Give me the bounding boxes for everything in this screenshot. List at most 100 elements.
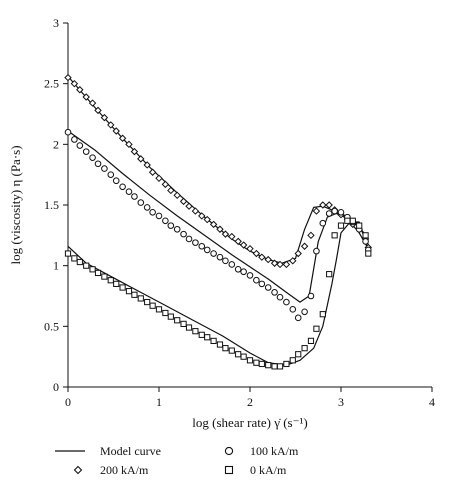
- diamond-marker: [246, 244, 254, 253]
- circle-marker: [228, 261, 236, 268]
- diamond-marker: [70, 79, 79, 88]
- legend-100-label: 100 kA/m: [250, 444, 299, 458]
- circle-marker: [82, 148, 90, 155]
- circle-marker: [301, 308, 308, 316]
- square-marker: [131, 291, 138, 298]
- circle-marker: [131, 193, 138, 200]
- square-marker: [313, 325, 320, 332]
- circle-marker: [276, 293, 284, 301]
- y-tick-label: 2: [53, 137, 59, 151]
- square-marker: [144, 298, 151, 306]
- square-marker: [253, 359, 260, 366]
- diamond-marker: [216, 225, 224, 233]
- legend: Model curve 100 kA/m 200 kA/m 0 kA/m: [55, 444, 299, 477]
- circle-marker: [337, 208, 345, 216]
- legend-200-label: 200 kA/m: [100, 463, 149, 477]
- circle-marker: [246, 272, 254, 279]
- circle-marker: [101, 165, 108, 172]
- circle-marker: [143, 204, 151, 211]
- square-marker: [301, 345, 308, 352]
- model-curve-200-ka-m: [67, 76, 369, 264]
- circle-marker: [167, 222, 175, 229]
- square-marker: [365, 250, 372, 257]
- square-marker: [155, 306, 163, 313]
- square-marker: [265, 362, 272, 369]
- square-marker: [180, 320, 187, 328]
- square-marker: [283, 360, 290, 368]
- square-marker: [344, 217, 351, 224]
- diamond-marker: [252, 249, 261, 258]
- diamond-marker: [198, 212, 206, 220]
- x-ticks: 0 1 2 3 4: [65, 387, 435, 409]
- circle-marker: [185, 235, 193, 243]
- x-tick-label: 3: [338, 395, 344, 409]
- diamond-marker: [155, 174, 163, 183]
- circle-marker: [137, 199, 145, 206]
- diamond-marker: [221, 230, 230, 238]
- square-marker: [192, 328, 199, 335]
- square-marker: [125, 288, 133, 295]
- square-marker: [276, 363, 284, 370]
- diamond-marker: [148, 168, 157, 176]
- circle-marker: [283, 298, 290, 306]
- circle-marker: [125, 188, 133, 195]
- square-marker: [222, 345, 229, 352]
- square-marker: [246, 357, 254, 364]
- circle-marker: [289, 306, 297, 313]
- square-marker: [83, 262, 90, 269]
- square-marker: [235, 351, 242, 358]
- square-marker: [319, 311, 326, 318]
- diamond-marker: [76, 86, 84, 94]
- series-0-ka-m: [64, 217, 372, 370]
- diamond-marker: [82, 93, 90, 101]
- diamond-marker: [185, 202, 193, 210]
- data-markers: [64, 73, 373, 370]
- circle-marker: [325, 210, 333, 217]
- diamond-marker: [112, 127, 120, 135]
- x-tick-label: 0: [65, 395, 71, 409]
- diamond-marker: [276, 260, 284, 269]
- diamond-marker: [234, 237, 242, 246]
- x-tick-label: 4: [429, 395, 435, 409]
- circle-marker: [94, 160, 102, 168]
- circle-marker: [180, 230, 187, 238]
- square-marker: [101, 273, 108, 280]
- square-marker: [307, 337, 315, 344]
- diamond-marker: [239, 241, 248, 249]
- square-marker: [210, 337, 217, 344]
- diamond-marker: [64, 73, 72, 82]
- square-marker: [76, 258, 83, 266]
- diamond-marker: [258, 253, 266, 261]
- diamond-marker: [173, 191, 181, 200]
- y-axis-label: log (viscosity) η (Pa·s): [8, 145, 23, 264]
- circle-marker: [222, 257, 229, 265]
- diamond-marker: [312, 207, 321, 215]
- circle-marker: [173, 225, 181, 233]
- square-marker: [64, 250, 72, 257]
- legend-0-label: 0 kA/m: [250, 463, 287, 477]
- circle-marker: [89, 154, 96, 161]
- square-marker: [204, 334, 211, 341]
- square-marker: [326, 271, 333, 278]
- square-marker: [258, 360, 265, 368]
- diamond-marker: [270, 259, 279, 267]
- circle-marker: [198, 242, 206, 250]
- diamond-marker: [191, 207, 200, 215]
- diamond-marker: [100, 113, 109, 122]
- diamond-marker: [294, 249, 302, 258]
- circle-marker: [107, 171, 115, 178]
- diamond-marker: [130, 147, 139, 156]
- circle-marker: [203, 246, 211, 254]
- square-marker: [162, 309, 169, 317]
- square-marker: [289, 357, 296, 364]
- y-tick-label: 1: [53, 259, 59, 273]
- series-100-ka-m: [64, 128, 372, 322]
- circle-marker: [253, 276, 260, 284]
- circle-marker: [234, 266, 242, 273]
- circle-marker: [240, 268, 247, 276]
- circle-marker: [362, 238, 369, 245]
- y-tick-label: 0: [53, 380, 59, 394]
- y-tick-label: 0.5: [44, 319, 59, 333]
- x-tick-label: 2: [247, 395, 253, 409]
- diamond-marker: [282, 260, 291, 269]
